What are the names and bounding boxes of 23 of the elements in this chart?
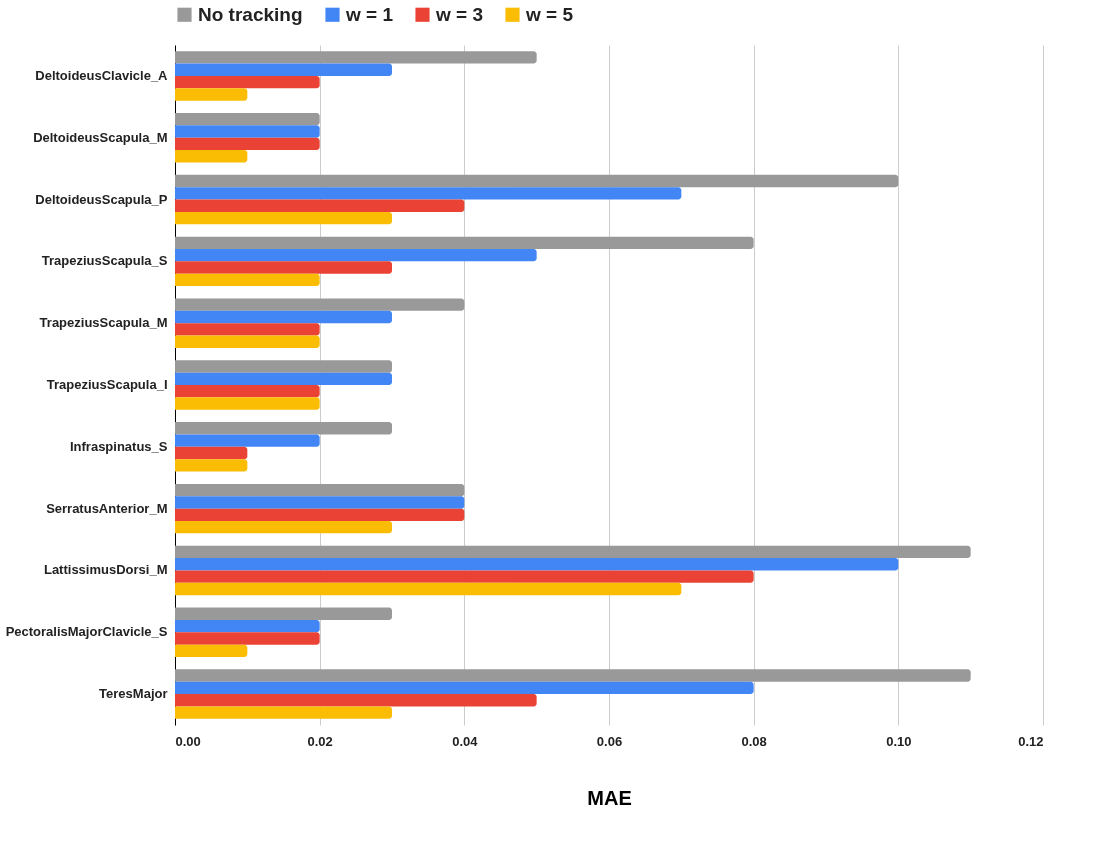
x-tick-label: 0.10 xyxy=(886,733,912,749)
y-tick-label: DeltoideusScapula_P xyxy=(35,191,168,207)
legend-label: No tracking xyxy=(198,3,303,25)
y-tick-label: TrapeziusScapula_I xyxy=(46,377,168,392)
y-tick-label: DeltoideusScapula_M xyxy=(33,129,168,145)
legend-label: w = 1 xyxy=(345,3,394,25)
legend-label: w = 3 xyxy=(435,3,483,25)
y-tick-label: TrapeziusScapula_S xyxy=(41,253,168,269)
x-tick-label: 0.00 xyxy=(175,733,201,749)
y-tick-label: LattissimusDorsi_M xyxy=(43,562,168,578)
y-tick-label: DeltoideusClavicle_A xyxy=(35,67,169,83)
x-tick-label: 0.04 xyxy=(452,733,479,749)
y-tick-label: Infraspinatus_S xyxy=(69,438,168,454)
x-tick-label: 0.12 xyxy=(1018,733,1044,749)
x-tick-label: 0.06 xyxy=(596,733,623,749)
x-tick-label: 0.02 xyxy=(307,733,333,749)
legend-label: w = 5 xyxy=(525,3,574,25)
y-tick-label: PectoralisMajorClavicle_S xyxy=(5,624,168,640)
y-tick-label: TrapeziusScapula_M xyxy=(39,315,168,331)
x-tick-label: 0.08 xyxy=(741,733,767,749)
y-tick-label: SerratusAnterior_M xyxy=(46,500,168,516)
x-axis-title: MAE xyxy=(587,786,632,809)
y-tick-label: TeresMajor xyxy=(99,686,168,702)
